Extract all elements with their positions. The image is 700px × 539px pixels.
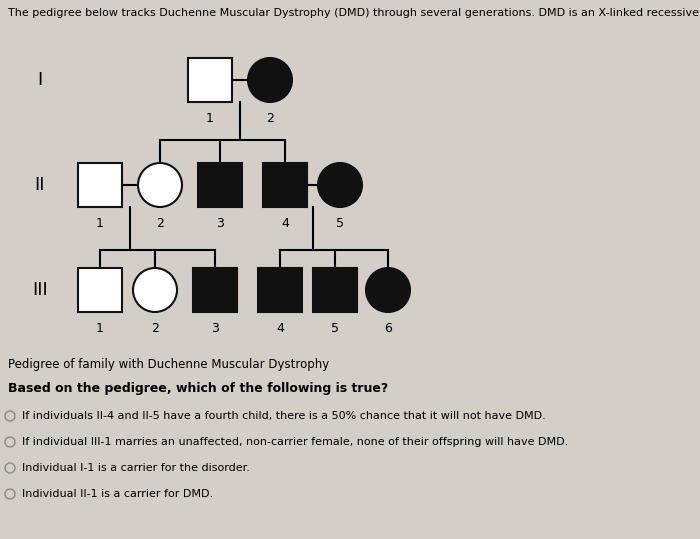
Text: Individual I-1 is a carrier for the disorder.: Individual I-1 is a carrier for the diso…: [22, 463, 250, 473]
Text: 1: 1: [206, 112, 214, 125]
Text: II: II: [35, 176, 46, 194]
Bar: [198, 163, 242, 207]
Circle shape: [138, 163, 182, 207]
Text: Based on the pedigree, which of the following is true?: Based on the pedigree, which of the foll…: [8, 382, 388, 395]
Text: If individual III-1 marries an unaffected, non-carrier female, none of their off: If individual III-1 marries an unaffecte…: [22, 437, 568, 447]
Text: 1: 1: [96, 322, 104, 335]
Text: III: III: [32, 281, 48, 299]
Text: 1: 1: [96, 217, 104, 230]
Text: 4: 4: [276, 322, 284, 335]
Bar: [78, 163, 122, 207]
Bar: [193, 268, 237, 312]
Circle shape: [133, 268, 177, 312]
Text: Individual II-1 is a carrier for DMD.: Individual II-1 is a carrier for DMD.: [22, 489, 213, 499]
Text: 6: 6: [384, 322, 392, 335]
Text: If individuals II-4 and II-5 have a fourth child, there is a 50% chance that it : If individuals II-4 and II-5 have a four…: [22, 411, 546, 421]
Text: The pedigree below tracks Duchenne Muscular Dystrophy (DMD) through several gene: The pedigree below tracks Duchenne Muscu…: [8, 8, 700, 18]
Bar: [78, 268, 122, 312]
Text: 2: 2: [266, 112, 274, 125]
Bar: [313, 268, 357, 312]
Text: I: I: [37, 71, 43, 89]
Circle shape: [248, 58, 292, 102]
Text: 5: 5: [331, 322, 339, 335]
Text: Pedigree of family with Duchenne Muscular Dystrophy: Pedigree of family with Duchenne Muscula…: [8, 358, 329, 371]
Text: 5: 5: [336, 217, 344, 230]
Bar: [263, 163, 307, 207]
Text: 3: 3: [216, 217, 224, 230]
Bar: [258, 268, 302, 312]
Text: 2: 2: [156, 217, 164, 230]
Text: 4: 4: [281, 217, 289, 230]
Circle shape: [318, 163, 362, 207]
Text: 2: 2: [151, 322, 159, 335]
Text: 3: 3: [211, 322, 219, 335]
Circle shape: [366, 268, 410, 312]
Bar: [188, 58, 232, 102]
